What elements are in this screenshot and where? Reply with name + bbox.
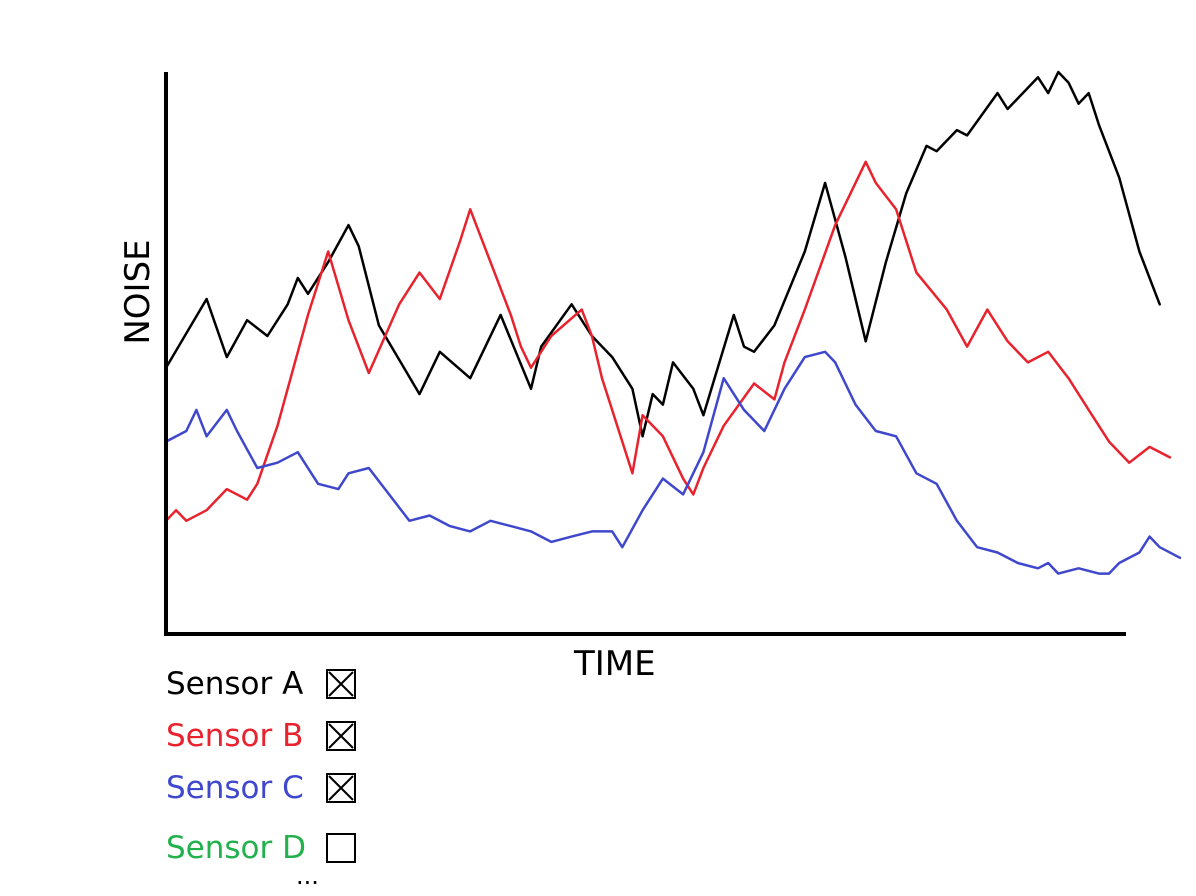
legend-label: Sensor D: [166, 830, 306, 866]
series-line-sensor-b: [164, 160, 1172, 523]
x-axis-label: TIME: [574, 644, 656, 684]
y-axis-label: NOISE: [118, 239, 158, 345]
legend-item-sensor-c: Sensor C: [166, 768, 356, 808]
legend-item-sensor-d: Sensor D: [166, 828, 356, 868]
legend-checkbox[interactable]: [326, 833, 356, 863]
checkbox-x-icon: [328, 723, 354, 749]
legend-checkbox[interactable]: [326, 721, 356, 751]
checkbox-x-icon: [328, 775, 354, 801]
legend-checkbox[interactable]: [326, 669, 356, 699]
series-line-sensor-c: [164, 350, 1182, 575]
legend-checkbox[interactable]: [326, 773, 356, 803]
legend-item-sensor-a: Sensor A: [166, 664, 356, 704]
more-indicator: ...: [296, 862, 319, 890]
series-layer: [164, 70, 1182, 575]
legend-label: Sensor C: [166, 770, 304, 806]
legend-label: Sensor B: [166, 718, 304, 754]
legend-label: Sensor A: [166, 666, 304, 702]
checkbox-x-icon: [328, 671, 354, 697]
legend-item-sensor-b: Sensor B: [166, 716, 356, 756]
series-line-sensor-a: [164, 70, 1161, 438]
